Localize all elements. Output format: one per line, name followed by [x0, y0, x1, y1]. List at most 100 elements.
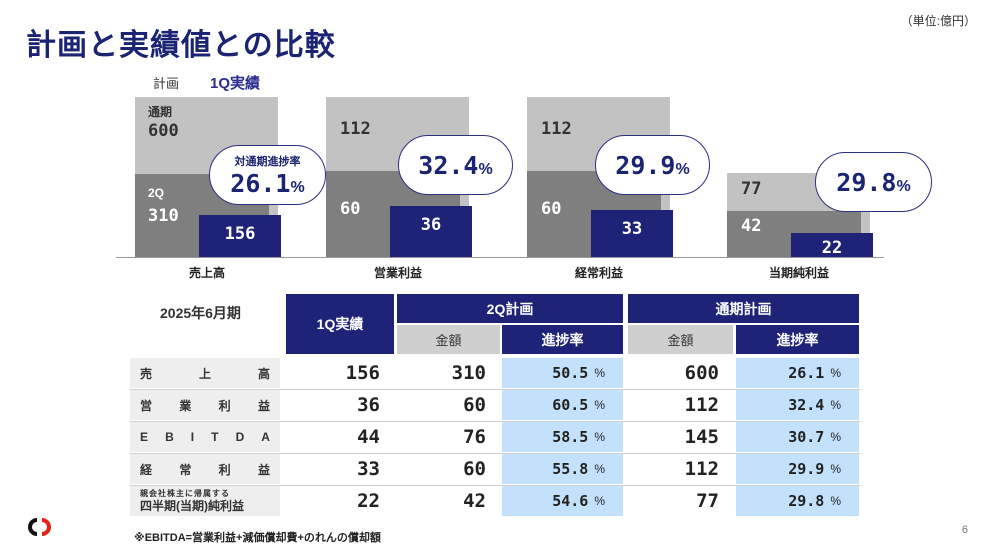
bar-full-value: 112	[340, 119, 371, 139]
footnote: ※EBITDA=営業利益+減価償却費+のれんの償却額	[134, 532, 381, 544]
row-label-char: A	[261, 430, 270, 444]
unit-note: （単位:億円）	[900, 14, 976, 28]
pct-sign: %	[830, 366, 841, 380]
row-label-char: E	[140, 430, 149, 444]
category-label: 営業利益	[373, 266, 422, 280]
cell-actual: 156	[345, 362, 380, 384]
bar-actual	[791, 233, 873, 257]
legend-actual: 1Q実績	[210, 75, 261, 92]
row-label-char: 高	[257, 366, 270, 381]
col-header-actual: 1Q実績	[286, 294, 394, 354]
cell-2q-progress: 60.5%	[502, 390, 623, 420]
row-label-char: 経	[140, 462, 153, 477]
row-label: 営業利益	[130, 390, 280, 420]
bar-2q-caption: 2Q	[148, 186, 165, 201]
cell-2q-amount: 60	[463, 394, 486, 416]
pct-sign: %	[594, 398, 605, 412]
row-label-char: 益	[257, 398, 270, 413]
cell-2q-amount: 60	[463, 458, 486, 480]
category-label: 当期純利益	[768, 266, 829, 280]
row-label-char: 業	[179, 398, 192, 413]
progress-bubble: 対通期進捗率 26.1%	[209, 145, 326, 205]
cell-2q-amount: 310	[451, 362, 486, 384]
cell-actual: 44	[357, 426, 380, 448]
legend-plan: 計画	[153, 76, 180, 91]
bubble-pct-sign: %	[478, 160, 493, 178]
bubble-pct-sign: %	[290, 178, 305, 196]
bubble-value-line: 32.4%	[418, 151, 492, 180]
bubble-value-line: 26.1%	[230, 169, 304, 198]
col-header-full-progress: 進捗率	[736, 325, 859, 354]
pct-sign: %	[594, 430, 605, 444]
bar-full-value: 112	[541, 119, 572, 139]
progress-value: 32.4	[788, 396, 825, 414]
pct-sign: %	[830, 494, 841, 508]
cell-actual: 33	[357, 458, 380, 480]
row-label-char: 利	[218, 462, 231, 477]
page-title: 計画と実績値との比較	[26, 29, 336, 62]
cell-2q-progress: 58.5%	[502, 422, 623, 452]
chart-baseline	[116, 257, 884, 258]
bar-actual-value: 33	[621, 218, 643, 239]
row-label-char: 利	[218, 398, 231, 413]
progress-value: 30.7	[788, 428, 825, 446]
bubble-value: 29.8	[836, 167, 897, 197]
bubble-value: 29.9	[615, 150, 676, 180]
bar-2q-value: 60	[541, 199, 562, 220]
row-label-char: I	[190, 430, 195, 444]
bar-full-value: 77	[741, 179, 762, 199]
row-label-char: B	[165, 430, 174, 444]
bubble-value: 32.4	[418, 150, 479, 180]
pct-sign: %	[830, 430, 841, 444]
cell-2q-progress: 50.5%	[502, 358, 623, 388]
row-separator	[130, 453, 860, 454]
cell-full-progress: 29.9%	[736, 454, 859, 484]
bubble-pct-sign: %	[896, 177, 911, 195]
bubble-value: 26.1	[230, 168, 291, 198]
bar-2q-value: 42	[741, 216, 762, 237]
row-label-char: 益	[257, 462, 270, 477]
pct-sign: %	[830, 462, 841, 476]
cell-full-amount: 77	[696, 490, 719, 512]
progress-bubble: 32.4%	[398, 135, 513, 195]
progress-value: 55.8	[552, 460, 589, 478]
bar-full-caption: 通期	[148, 105, 173, 119]
cell-full-amount: 600	[684, 362, 719, 384]
col-header-full-amount: 金額	[628, 325, 733, 354]
page-number: 6	[961, 524, 968, 536]
row-label-char: D	[235, 430, 245, 444]
bar-actual-value: 36	[420, 214, 442, 235]
col-header-2q-plan: 2Q計画	[397, 294, 623, 323]
row-label-char: 営	[140, 398, 153, 413]
progress-value: 29.9	[788, 460, 825, 478]
category-label: 経常利益	[574, 266, 623, 280]
bar-actual-value: 156	[224, 224, 256, 245]
row-label: 経常利益	[130, 454, 280, 484]
row-separator	[130, 421, 860, 422]
progress-value: 26.1	[788, 364, 825, 382]
progress-bubble: 29.9%	[595, 135, 710, 195]
pct-sign: %	[594, 494, 605, 508]
progress-bubble: 29.8%	[815, 152, 932, 212]
category-label: 売上高	[188, 266, 225, 280]
bubble-pct-sign: %	[675, 160, 690, 178]
row-label-char: 売	[140, 366, 153, 381]
cell-2q-progress: 54.6%	[502, 486, 623, 516]
col-header-2q-amount: 金額	[397, 325, 500, 354]
cell-full-amount: 112	[684, 458, 719, 480]
bubble-caption: 対通期進捗率	[234, 155, 301, 168]
bar-full-value: 600	[148, 121, 179, 141]
cell-full-amount: 145	[684, 426, 719, 448]
progress-value: 29.8	[788, 492, 825, 510]
cell-full-amount: 112	[684, 394, 719, 416]
cell-full-progress: 32.4%	[736, 390, 859, 420]
row-label: 売上高	[130, 358, 280, 388]
progress-value: 58.5	[552, 428, 589, 446]
row-label-main: 四半期(当期)純利益	[140, 499, 244, 513]
bar-actual	[390, 205, 472, 257]
cell-full-progress: 26.1%	[736, 358, 859, 388]
bubble-value-line: 29.8%	[836, 168, 910, 197]
bubble-value-line: 29.9%	[615, 151, 689, 180]
bar-actual	[591, 209, 673, 257]
